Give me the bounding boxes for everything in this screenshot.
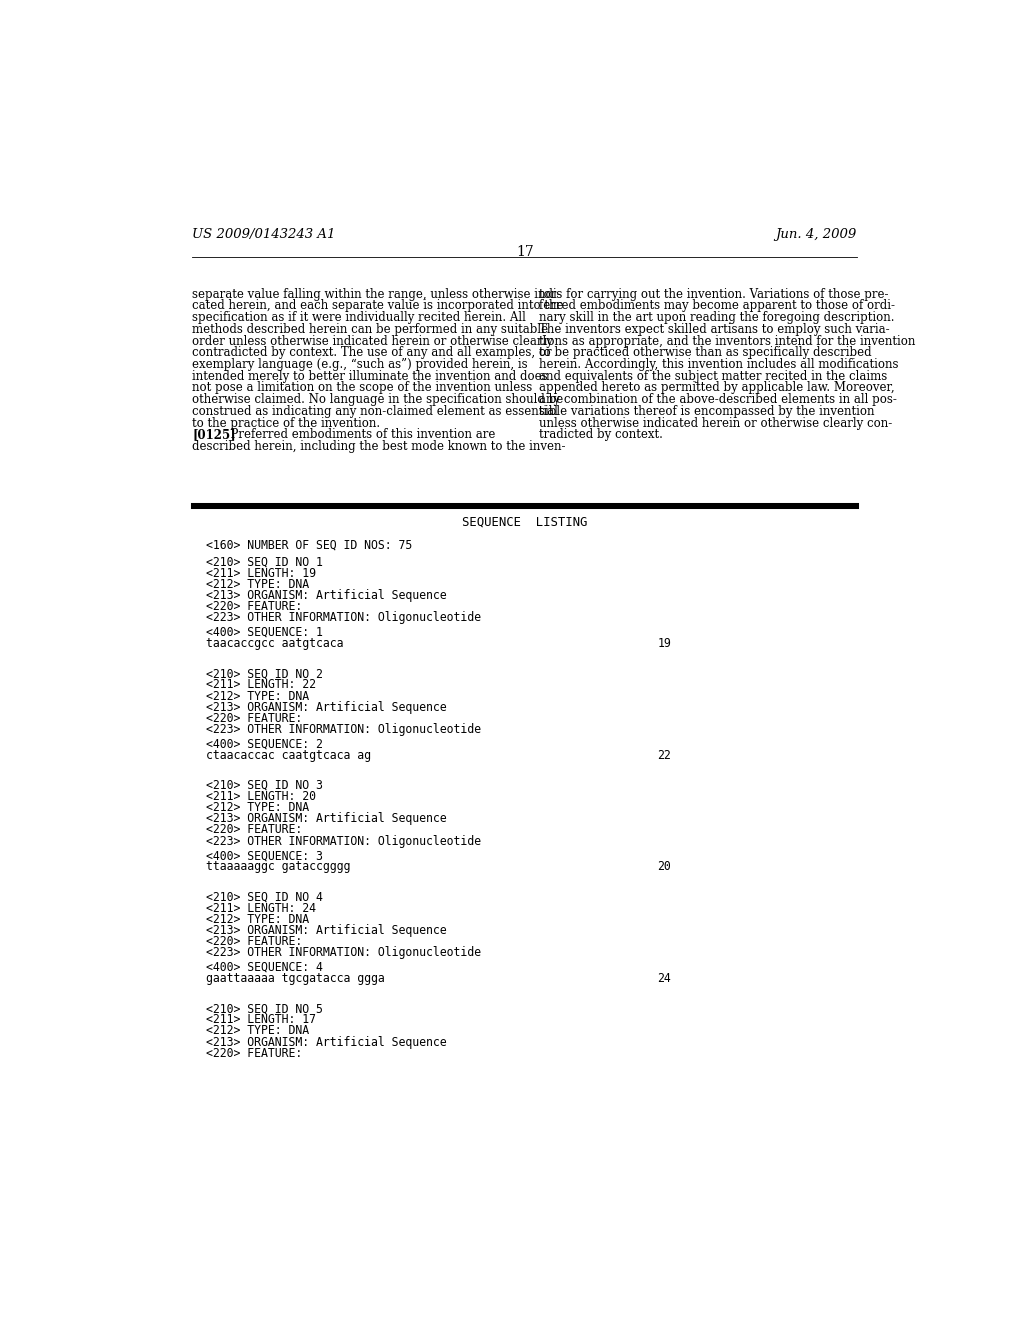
Text: Preferred embodiments of this invention are: Preferred embodiments of this invention …: [223, 428, 496, 441]
Text: <223> OTHER INFORMATION: Oligonucleotide: <223> OTHER INFORMATION: Oligonucleotide: [206, 834, 480, 847]
Text: <211> LENGTH: 22: <211> LENGTH: 22: [206, 678, 315, 692]
Text: 24: 24: [657, 972, 671, 985]
Text: otherwise claimed. No language in the specification should be: otherwise claimed. No language in the sp…: [193, 393, 563, 407]
Text: <220> FEATURE:: <220> FEATURE:: [206, 824, 302, 837]
Text: <212> TYPE: DNA: <212> TYPE: DNA: [206, 578, 308, 591]
Text: <211> LENGTH: 17: <211> LENGTH: 17: [206, 1014, 315, 1026]
Text: specification as if it were individually recited herein. All: specification as if it were individually…: [193, 312, 526, 325]
Text: not pose a limitation on the scope of the invention unless: not pose a limitation on the scope of th…: [193, 381, 532, 395]
Text: gaattaaaaa tgcgatacca ggga: gaattaaaaa tgcgatacca ggga: [206, 972, 384, 985]
Text: SEQUENCE  LISTING: SEQUENCE LISTING: [462, 516, 588, 529]
Text: <212> TYPE: DNA: <212> TYPE: DNA: [206, 801, 308, 814]
Text: <223> OTHER INFORMATION: Oligonucleotide: <223> OTHER INFORMATION: Oligonucleotide: [206, 723, 480, 737]
Text: cated herein, and each separate value is incorporated into the: cated herein, and each separate value is…: [193, 300, 564, 313]
Text: Jun. 4, 2009: Jun. 4, 2009: [775, 227, 856, 240]
Text: <211> LENGTH: 24: <211> LENGTH: 24: [206, 902, 315, 915]
Text: unless otherwise indicated herein or otherwise clearly con-: unless otherwise indicated herein or oth…: [539, 417, 892, 429]
Text: nary skill in the art upon reading the foregoing description.: nary skill in the art upon reading the f…: [539, 312, 894, 325]
Text: to the practice of the invention.: to the practice of the invention.: [193, 417, 381, 429]
Text: ctaacaccac caatgtcaca ag: ctaacaccac caatgtcaca ag: [206, 748, 371, 762]
Text: contradicted by context. The use of any and all examples, or: contradicted by context. The use of any …: [193, 346, 552, 359]
Text: <400> SEQUENCE: 3: <400> SEQUENCE: 3: [206, 849, 323, 862]
Text: <212> TYPE: DNA: <212> TYPE: DNA: [206, 1024, 308, 1038]
Text: 17: 17: [516, 244, 534, 259]
Text: <211> LENGTH: 20: <211> LENGTH: 20: [206, 789, 315, 803]
Text: <220> FEATURE:: <220> FEATURE:: [206, 935, 302, 948]
Text: US 2009/0143243 A1: US 2009/0143243 A1: [193, 227, 336, 240]
Text: <210> SEQ ID NO 2: <210> SEQ ID NO 2: [206, 667, 323, 680]
Text: taacaccgcc aatgtcaca: taacaccgcc aatgtcaca: [206, 638, 343, 649]
Text: <400> SEQUENCE: 2: <400> SEQUENCE: 2: [206, 738, 323, 751]
Text: <210> SEQ ID NO 4: <210> SEQ ID NO 4: [206, 891, 323, 903]
Text: described herein, including the best mode known to the inven-: described herein, including the best mod…: [193, 440, 566, 453]
Text: 19: 19: [657, 638, 671, 649]
Text: construed as indicating any non-claimed element as essential: construed as indicating any non-claimed …: [193, 405, 558, 418]
Text: exemplary language (e.g., “such as”) provided herein, is: exemplary language (e.g., “such as”) pro…: [193, 358, 528, 371]
Text: <223> OTHER INFORMATION: Oligonucleotide: <223> OTHER INFORMATION: Oligonucleotide: [206, 946, 480, 960]
Text: ferred embodiments may become apparent to those of ordi-: ferred embodiments may become apparent t…: [539, 300, 895, 313]
Text: <212> TYPE: DNA: <212> TYPE: DNA: [206, 913, 308, 925]
Text: <220> FEATURE:: <220> FEATURE:: [206, 601, 302, 614]
Text: <213> ORGANISM: Artificial Sequence: <213> ORGANISM: Artificial Sequence: [206, 589, 446, 602]
Text: appended hereto as permitted by applicable law. Moreover,: appended hereto as permitted by applicab…: [539, 381, 894, 395]
Text: <210> SEQ ID NO 1: <210> SEQ ID NO 1: [206, 556, 323, 569]
Text: <400> SEQUENCE: 4: <400> SEQUENCE: 4: [206, 961, 323, 974]
Text: <211> LENGTH: 19: <211> LENGTH: 19: [206, 566, 315, 579]
Text: intended merely to better illuminate the invention and does: intended merely to better illuminate the…: [193, 370, 548, 383]
Text: The inventors expect skilled artisans to employ such varia-: The inventors expect skilled artisans to…: [539, 323, 890, 335]
Text: <400> SEQUENCE: 1: <400> SEQUENCE: 1: [206, 626, 323, 639]
Text: <220> FEATURE:: <220> FEATURE:: [206, 711, 302, 725]
Text: ttaaaaaggc gataccgggg: ttaaaaaggc gataccgggg: [206, 861, 350, 874]
Text: <160> NUMBER OF SEQ ID NOS: 75: <160> NUMBER OF SEQ ID NOS: 75: [206, 539, 412, 552]
Text: any combination of the above-described elements in all pos-: any combination of the above-described e…: [539, 393, 897, 407]
Text: <213> ORGANISM: Artificial Sequence: <213> ORGANISM: Artificial Sequence: [206, 1036, 446, 1048]
Text: sible variations thereof is encompassed by the invention: sible variations thereof is encompassed …: [539, 405, 874, 418]
Text: to be practiced otherwise than as specifically described: to be practiced otherwise than as specif…: [539, 346, 871, 359]
Text: tions as appropriate, and the inventors intend for the invention: tions as appropriate, and the inventors …: [539, 334, 915, 347]
Text: <223> OTHER INFORMATION: Oligonucleotide: <223> OTHER INFORMATION: Oligonucleotide: [206, 611, 480, 624]
Text: methods described herein can be performed in any suitable: methods described herein can be performe…: [193, 323, 549, 335]
Text: <210> SEQ ID NO 5: <210> SEQ ID NO 5: [206, 1002, 323, 1015]
Text: <213> ORGANISM: Artificial Sequence: <213> ORGANISM: Artificial Sequence: [206, 924, 446, 937]
Text: <213> ORGANISM: Artificial Sequence: <213> ORGANISM: Artificial Sequence: [206, 812, 446, 825]
Text: tors for carrying out the invention. Variations of those pre-: tors for carrying out the invention. Var…: [539, 288, 888, 301]
Text: order unless otherwise indicated herein or otherwise clearly: order unless otherwise indicated herein …: [193, 334, 553, 347]
Text: [0125]: [0125]: [193, 428, 236, 441]
Text: <212> TYPE: DNA: <212> TYPE: DNA: [206, 689, 308, 702]
Text: <213> ORGANISM: Artificial Sequence: <213> ORGANISM: Artificial Sequence: [206, 701, 446, 714]
Text: <210> SEQ ID NO 3: <210> SEQ ID NO 3: [206, 779, 323, 792]
Text: <220> FEATURE:: <220> FEATURE:: [206, 1047, 302, 1060]
Text: separate value falling within the range, unless otherwise indi-: separate value falling within the range,…: [193, 288, 561, 301]
Text: and equivalents of the subject matter recited in the claims: and equivalents of the subject matter re…: [539, 370, 887, 383]
Text: tradicted by context.: tradicted by context.: [539, 428, 663, 441]
Text: 22: 22: [657, 748, 671, 762]
Text: 20: 20: [657, 861, 671, 874]
Text: herein. Accordingly, this invention includes all modifications: herein. Accordingly, this invention incl…: [539, 358, 898, 371]
